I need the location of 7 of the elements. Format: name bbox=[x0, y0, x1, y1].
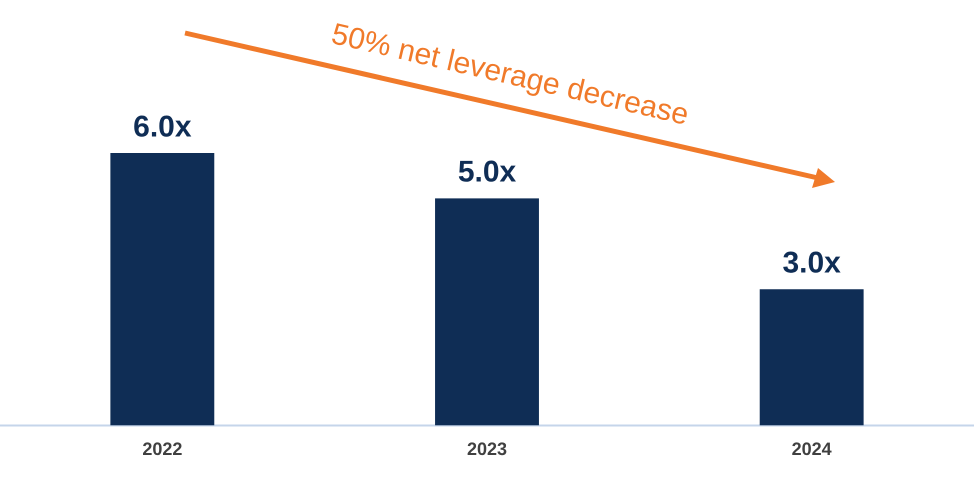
data-label: 6.0x bbox=[133, 110, 192, 144]
text: 50% net leverage decrease bbox=[327, 16, 693, 134]
x-tick-label: 2023 bbox=[466, 439, 508, 460]
x-tick-label: 2022 bbox=[142, 439, 182, 460]
x-tick-label: 2024 bbox=[792, 439, 832, 460]
data-label: 5.0x bbox=[458, 156, 517, 189]
data-label: 3.0x bbox=[782, 246, 842, 280]
